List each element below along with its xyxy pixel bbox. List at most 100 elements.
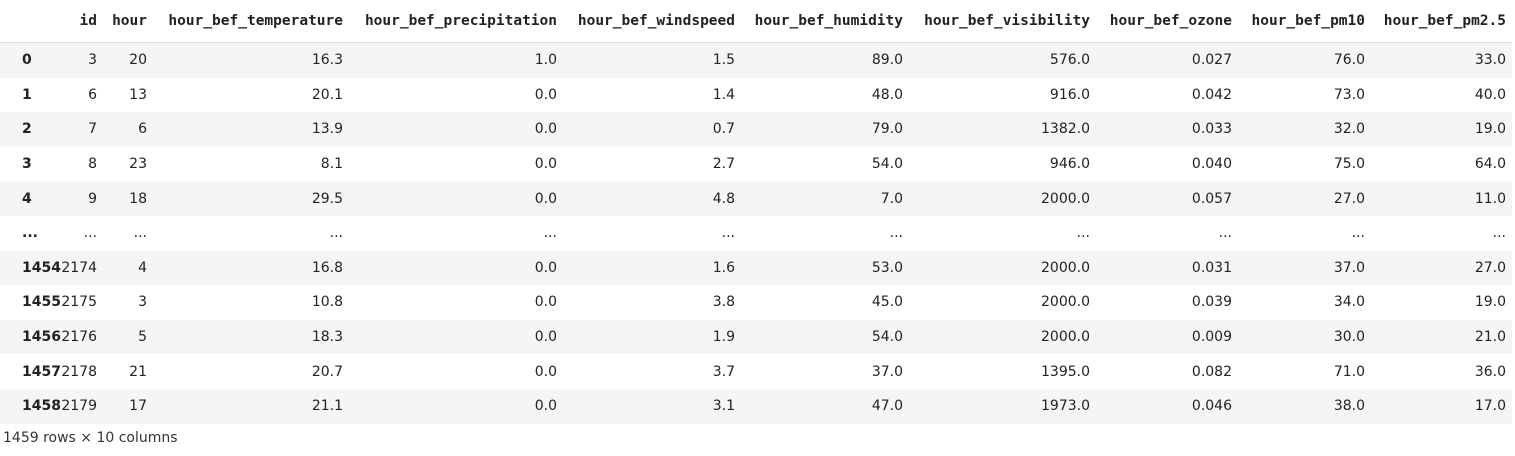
cell: 30.0 bbox=[1333, 329, 1365, 346]
cell: 20.7 bbox=[311, 363, 343, 380]
cell: 2174 bbox=[61, 259, 97, 276]
cell: 1973.0 bbox=[1041, 398, 1090, 415]
cell: ... bbox=[1492, 225, 1506, 242]
column-header: hour_bef_visibility bbox=[909, 0, 1096, 43]
row-index: 2 bbox=[22, 121, 32, 138]
cell: 3 bbox=[88, 52, 97, 69]
cell: 4 bbox=[138, 259, 147, 276]
cell: 2000.0 bbox=[1041, 329, 1090, 346]
cell: 19.0 bbox=[1474, 121, 1506, 138]
cell: 36.0 bbox=[1474, 363, 1506, 380]
row-index: 4 bbox=[22, 190, 32, 207]
cell: 64.0 bbox=[1474, 156, 1506, 173]
cell: 27.0 bbox=[1474, 259, 1506, 276]
cell: 89.0 bbox=[871, 52, 903, 69]
row-index: 0 bbox=[22, 52, 32, 69]
cell: 916.0 bbox=[1049, 86, 1090, 103]
cell: 47.0 bbox=[871, 398, 903, 415]
cell: 17.0 bbox=[1474, 398, 1506, 415]
cell: 946.0 bbox=[1049, 156, 1090, 173]
row-index: 3 bbox=[22, 156, 32, 173]
cell: 0.057 bbox=[1191, 190, 1232, 207]
cell: 2.7 bbox=[712, 156, 735, 173]
table-row: 1454 2174 4 16.8 0.0 1.6 53.0 2000.0 0.031 37.0 27… bbox=[0, 250, 1512, 286]
cell: 2179 bbox=[61, 398, 97, 415]
column-header: hour bbox=[103, 0, 153, 43]
cell: 0.0 bbox=[534, 190, 557, 207]
column-header: hour_bef_temperature bbox=[153, 0, 349, 43]
cell: ... bbox=[721, 225, 735, 242]
cell: 0.0 bbox=[534, 329, 557, 346]
cell: ... bbox=[1351, 225, 1365, 242]
cell: ... bbox=[543, 225, 557, 242]
column-header: id bbox=[52, 0, 103, 43]
cell: ... bbox=[83, 225, 97, 242]
cell: 23 bbox=[129, 156, 147, 173]
table-row: 1456 2176 5 18.3 0.0 1.9 54.0 2000.0 0.009 30.0 21… bbox=[0, 319, 1512, 355]
cell: 21.1 bbox=[311, 398, 343, 415]
row-index: 1 bbox=[22, 86, 32, 103]
cell: 2000.0 bbox=[1041, 294, 1090, 311]
cell: 0.039 bbox=[1191, 294, 1232, 311]
table-row: ................................. bbox=[0, 216, 1512, 251]
cell: 7 bbox=[88, 121, 97, 138]
cell: 0.0 bbox=[534, 398, 557, 415]
cell: 2178 bbox=[61, 363, 97, 380]
cell: 0.009 bbox=[1191, 329, 1232, 346]
cell: 0.046 bbox=[1191, 398, 1232, 415]
cell: 3.1 bbox=[712, 398, 735, 415]
cell: 2176 bbox=[61, 329, 97, 346]
cell: 13.9 bbox=[311, 121, 343, 138]
cell: 17 bbox=[129, 398, 147, 415]
cell: 53.0 bbox=[871, 259, 903, 276]
cell: ... bbox=[1218, 225, 1232, 242]
dataframe: id hour hour_bef_temperature hour_bef_preci… bbox=[0, 0, 1512, 415]
cell: 1.5 bbox=[712, 52, 735, 69]
column-header: hour_bef_humidity bbox=[741, 0, 909, 43]
cell: 0.040 bbox=[1191, 156, 1232, 173]
cell: 16.3 bbox=[311, 52, 343, 69]
cell: 13 bbox=[129, 86, 147, 103]
cell: 2175 bbox=[61, 294, 97, 311]
cell: 27.0 bbox=[1333, 190, 1365, 207]
cell: 0.0 bbox=[534, 156, 557, 173]
cell: 21 bbox=[129, 363, 147, 380]
cell: 8.1 bbox=[320, 156, 343, 173]
row-index: 1454 bbox=[22, 259, 61, 276]
cell: 0.0 bbox=[534, 121, 557, 138]
row-index: 1456 bbox=[22, 329, 61, 346]
table-row: 1455 2175 3 10.8 0.0 3.8 45.0 2000.0 0.039 34.0 19… bbox=[0, 285, 1512, 320]
cell: 1.4 bbox=[712, 86, 735, 103]
cell: 75.0 bbox=[1333, 156, 1365, 173]
cell: 2000.0 bbox=[1041, 259, 1090, 276]
cell: 1.0 bbox=[534, 52, 557, 69]
cell: 0.0 bbox=[534, 86, 557, 103]
cell: 48.0 bbox=[871, 86, 903, 103]
cell: 2000.0 bbox=[1041, 190, 1090, 207]
cell: 0.033 bbox=[1191, 121, 1232, 138]
row-index: 1455 bbox=[22, 294, 61, 311]
column-header: hour_bef_ozone bbox=[1096, 0, 1238, 43]
cell: 0.082 bbox=[1191, 363, 1232, 380]
row-index: ... bbox=[22, 225, 38, 242]
cell: 1382.0 bbox=[1041, 121, 1090, 138]
cell: 18 bbox=[129, 190, 147, 207]
cell: 4.8 bbox=[712, 190, 735, 207]
column-header: hour_bef_precipitation bbox=[349, 0, 563, 43]
cell: 0.027 bbox=[1191, 52, 1232, 69]
cell: 71.0 bbox=[1333, 363, 1365, 380]
cell: 32.0 bbox=[1333, 121, 1365, 138]
cell: 3.8 bbox=[712, 294, 735, 311]
cell: 6 bbox=[138, 121, 147, 138]
cell: 79.0 bbox=[871, 121, 903, 138]
cell: 3 bbox=[138, 294, 147, 311]
cell: 54.0 bbox=[871, 329, 903, 346]
row-index: 1457 bbox=[22, 363, 61, 380]
cell: 21.0 bbox=[1474, 329, 1506, 346]
cell: 76.0 bbox=[1333, 52, 1365, 69]
cell: 0.0 bbox=[534, 259, 557, 276]
cell: ... bbox=[1076, 225, 1090, 242]
cell: 0.031 bbox=[1191, 259, 1232, 276]
table-row: 1457 2178 21 20.7 0.0 3.7 37.0 1395.0 0.082 71.0 3… bbox=[0, 354, 1512, 389]
